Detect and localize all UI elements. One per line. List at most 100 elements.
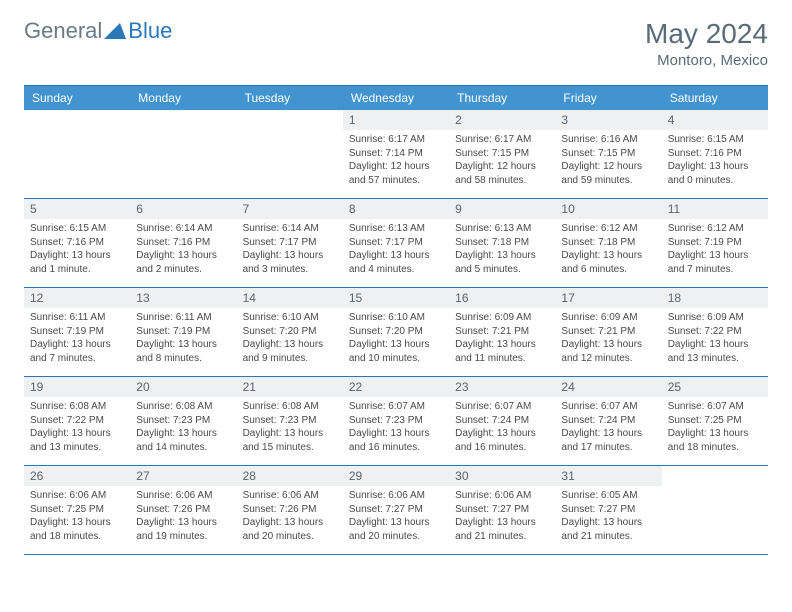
day-cell: 19Sunrise: 6:08 AMSunset: 7:22 PMDayligh… [24, 377, 130, 465]
day-number: 4 [662, 110, 768, 130]
day-info: Sunrise: 6:08 AMSunset: 7:22 PMDaylight:… [27, 400, 127, 454]
day-number: 25 [662, 377, 768, 397]
day-cell: 7Sunrise: 6:14 AMSunset: 7:17 PMDaylight… [237, 199, 343, 287]
day-number: 6 [130, 199, 236, 219]
day-cell: 11 Sunrise: 6:12 AMSunset: 7:19 PMDayligh… [662, 199, 768, 287]
day-number: 29 [343, 466, 449, 486]
day-cell: 26 Sunrise: 6:06 AMSunset: 7:25 PMDayligh… [24, 466, 130, 554]
day-number: 7 [237, 199, 343, 219]
day-number: 30 [449, 466, 555, 486]
location-label: Montoro, Mexico [645, 52, 768, 69]
day-cell: 4 Sunrise: 6:15 AMSunset: 7:16 PMDaylight… [662, 110, 768, 198]
day-number: 5 [24, 199, 130, 219]
title-block: May 2024 Montoro, Mexico [645, 18, 768, 69]
day-info: Sunrise: 6:07 AMSunset: 7:24 PMDaylight:… [558, 400, 658, 454]
week-row: 12Sunrise: 6:11 AMSunset: 7:19 PMDayligh… [24, 288, 768, 377]
day-cell: 10Sunrise: 6:12 AMSunset: 7:18 PMDayligh… [555, 199, 661, 287]
day-cell: 25 Sunrise: 6:07 AMSunset: 7:25 PMDayligh… [662, 377, 768, 465]
week-row: 26 Sunrise: 6:06 AMSunset: 7:25 PMDayligh… [24, 466, 768, 555]
day-number: 27 [130, 466, 236, 486]
day-info: Sunrise: 6:16 AMSunset: 7:15 PMDaylight:… [558, 133, 658, 187]
day-info: Sunrise: 6:06 AMSunset: 7:25 PMDaylight:… [27, 489, 127, 543]
day-info: Sunrise: 6:08 AMSunset: 7:23 PMDaylight:… [133, 400, 233, 454]
day-number: 2 [449, 110, 555, 130]
day-cell: 18 Sunrise: 6:09 AMSunset: 7:22 PMDayligh… [662, 288, 768, 376]
day-info: Sunrise: 6:15 AMSunset: 7:16 PMDaylight:… [665, 133, 765, 187]
logo: General Blue [24, 18, 172, 44]
day-number: 23 [449, 377, 555, 397]
day-cell: . [237, 110, 343, 198]
day-info: Sunrise: 6:05 AMSunset: 7:27 PMDaylight:… [558, 489, 658, 543]
day-cell: 3 Sunrise: 6:16 AMSunset: 7:15 PMDaylight… [555, 110, 661, 198]
day-info: Sunrise: 6:11 AMSunset: 7:19 PMDaylight:… [27, 311, 127, 365]
day-cell: 20Sunrise: 6:08 AMSunset: 7:23 PMDayligh… [130, 377, 236, 465]
day-cell: 31 Sunrise: 6:05 AMSunset: 7:27 PMDayligh… [555, 466, 661, 554]
day-info: Sunrise: 6:11 AMSunset: 7:19 PMDaylight:… [133, 311, 233, 365]
day-number: 11 [662, 199, 768, 219]
day-cell: 6Sunrise: 6:14 AMSunset: 7:16 PMDaylight… [130, 199, 236, 287]
day-cell: 28 Sunrise: 6:06 AMSunset: 7:26 PMDayligh… [237, 466, 343, 554]
day-number: 24 [555, 377, 661, 397]
day-cell: 5Sunrise: 6:15 AMSunset: 7:16 PMDaylight… [24, 199, 130, 287]
day-info: Sunrise: 6:06 AMSunset: 7:27 PMDaylight:… [452, 489, 552, 543]
day-info: Sunrise: 6:08 AMSunset: 7:23 PMDaylight:… [240, 400, 340, 454]
day-info: Sunrise: 6:10 AMSunset: 7:20 PMDaylight:… [346, 311, 446, 365]
day-cell: 12 Sunrise: 6:11 AMSunset: 7:19 PMDayligh… [24, 288, 130, 376]
day-info: Sunrise: 6:10 AMSunset: 7:20 PMDaylight:… [240, 311, 340, 365]
day-info: Sunrise: 6:09 AMSunset: 7:22 PMDaylight:… [665, 311, 765, 365]
day-cell: 22Sunrise: 6:07 AMSunset: 7:23 PMDayligh… [343, 377, 449, 465]
day-header: Saturday [662, 86, 768, 110]
day-number: 16 [449, 288, 555, 308]
day-info: Sunrise: 6:12 AMSunset: 7:19 PMDaylight:… [665, 222, 765, 276]
day-cell: . [130, 110, 236, 198]
day-cell: 29 Sunrise: 6:06 AMSunset: 7:27 PMDayligh… [343, 466, 449, 554]
day-header: Monday [130, 86, 236, 110]
day-info: Sunrise: 6:13 AMSunset: 7:17 PMDaylight:… [346, 222, 446, 276]
day-number: 1 [343, 110, 449, 130]
day-cell: 9 Sunrise: 6:13 AMSunset: 7:18 PMDaylight… [449, 199, 555, 287]
day-info: Sunrise: 6:06 AMSunset: 7:26 PMDaylight:… [240, 489, 340, 543]
day-cell: 2 Sunrise: 6:17 AMSunset: 7:15 PMDaylight… [449, 110, 555, 198]
logo-triangle-icon [104, 23, 126, 39]
day-info: Sunrise: 6:12 AMSunset: 7:18 PMDaylight:… [558, 222, 658, 276]
day-cell: 27 Sunrise: 6:06 AMSunset: 7:26 PMDayligh… [130, 466, 236, 554]
day-header-row: SundayMondayTuesdayWednesdayThursdayFrid… [24, 86, 768, 110]
day-header: Sunday [24, 86, 130, 110]
day-info: Sunrise: 6:17 AMSunset: 7:14 PMDaylight:… [346, 133, 446, 187]
day-number: 15 [343, 288, 449, 308]
day-number: 31 [555, 466, 661, 486]
day-info: Sunrise: 6:09 AMSunset: 7:21 PMDaylight:… [558, 311, 658, 365]
day-cell: . [662, 466, 768, 554]
logo-text-general: General [24, 18, 102, 44]
day-cell: . [24, 110, 130, 198]
day-info: Sunrise: 6:17 AMSunset: 7:15 PMDaylight:… [452, 133, 552, 187]
day-number: 12 [24, 288, 130, 308]
day-cell: 14 Sunrise: 6:10 AMSunset: 7:20 PMDayligh… [237, 288, 343, 376]
day-cell: 23 Sunrise: 6:07 AMSunset: 7:24 PMDayligh… [449, 377, 555, 465]
week-row: 19Sunrise: 6:08 AMSunset: 7:22 PMDayligh… [24, 377, 768, 466]
day-number: 22 [343, 377, 449, 397]
day-info: Sunrise: 6:09 AMSunset: 7:21 PMDaylight:… [452, 311, 552, 365]
day-info: Sunrise: 6:07 AMSunset: 7:25 PMDaylight:… [665, 400, 765, 454]
day-cell: 15 Sunrise: 6:10 AMSunset: 7:20 PMDayligh… [343, 288, 449, 376]
day-cell: 16 Sunrise: 6:09 AMSunset: 7:21 PMDayligh… [449, 288, 555, 376]
day-cell: 13Sunrise: 6:11 AMSunset: 7:19 PMDayligh… [130, 288, 236, 376]
day-number: 14 [237, 288, 343, 308]
day-header: Wednesday [343, 86, 449, 110]
day-header: Thursday [449, 86, 555, 110]
day-cell: 8Sunrise: 6:13 AMSunset: 7:17 PMDaylight… [343, 199, 449, 287]
month-title: May 2024 [645, 18, 768, 50]
day-number: 3 [555, 110, 661, 130]
day-number: 18 [662, 288, 768, 308]
day-number: 9 [449, 199, 555, 219]
day-cell: 1 Sunrise: 6:17 AMSunset: 7:14 PMDaylight… [343, 110, 449, 198]
day-info: Sunrise: 6:06 AMSunset: 7:27 PMDaylight:… [346, 489, 446, 543]
day-number: 26 [24, 466, 130, 486]
day-info: Sunrise: 6:07 AMSunset: 7:24 PMDaylight:… [452, 400, 552, 454]
calendar-grid: SundayMondayTuesdayWednesdayThursdayFrid… [24, 85, 768, 555]
day-number: 28 [237, 466, 343, 486]
day-number: 21 [237, 377, 343, 397]
day-info: Sunrise: 6:06 AMSunset: 7:26 PMDaylight:… [133, 489, 233, 543]
day-cell: 17Sunrise: 6:09 AMSunset: 7:21 PMDayligh… [555, 288, 661, 376]
day-info: Sunrise: 6:13 AMSunset: 7:18 PMDaylight:… [452, 222, 552, 276]
